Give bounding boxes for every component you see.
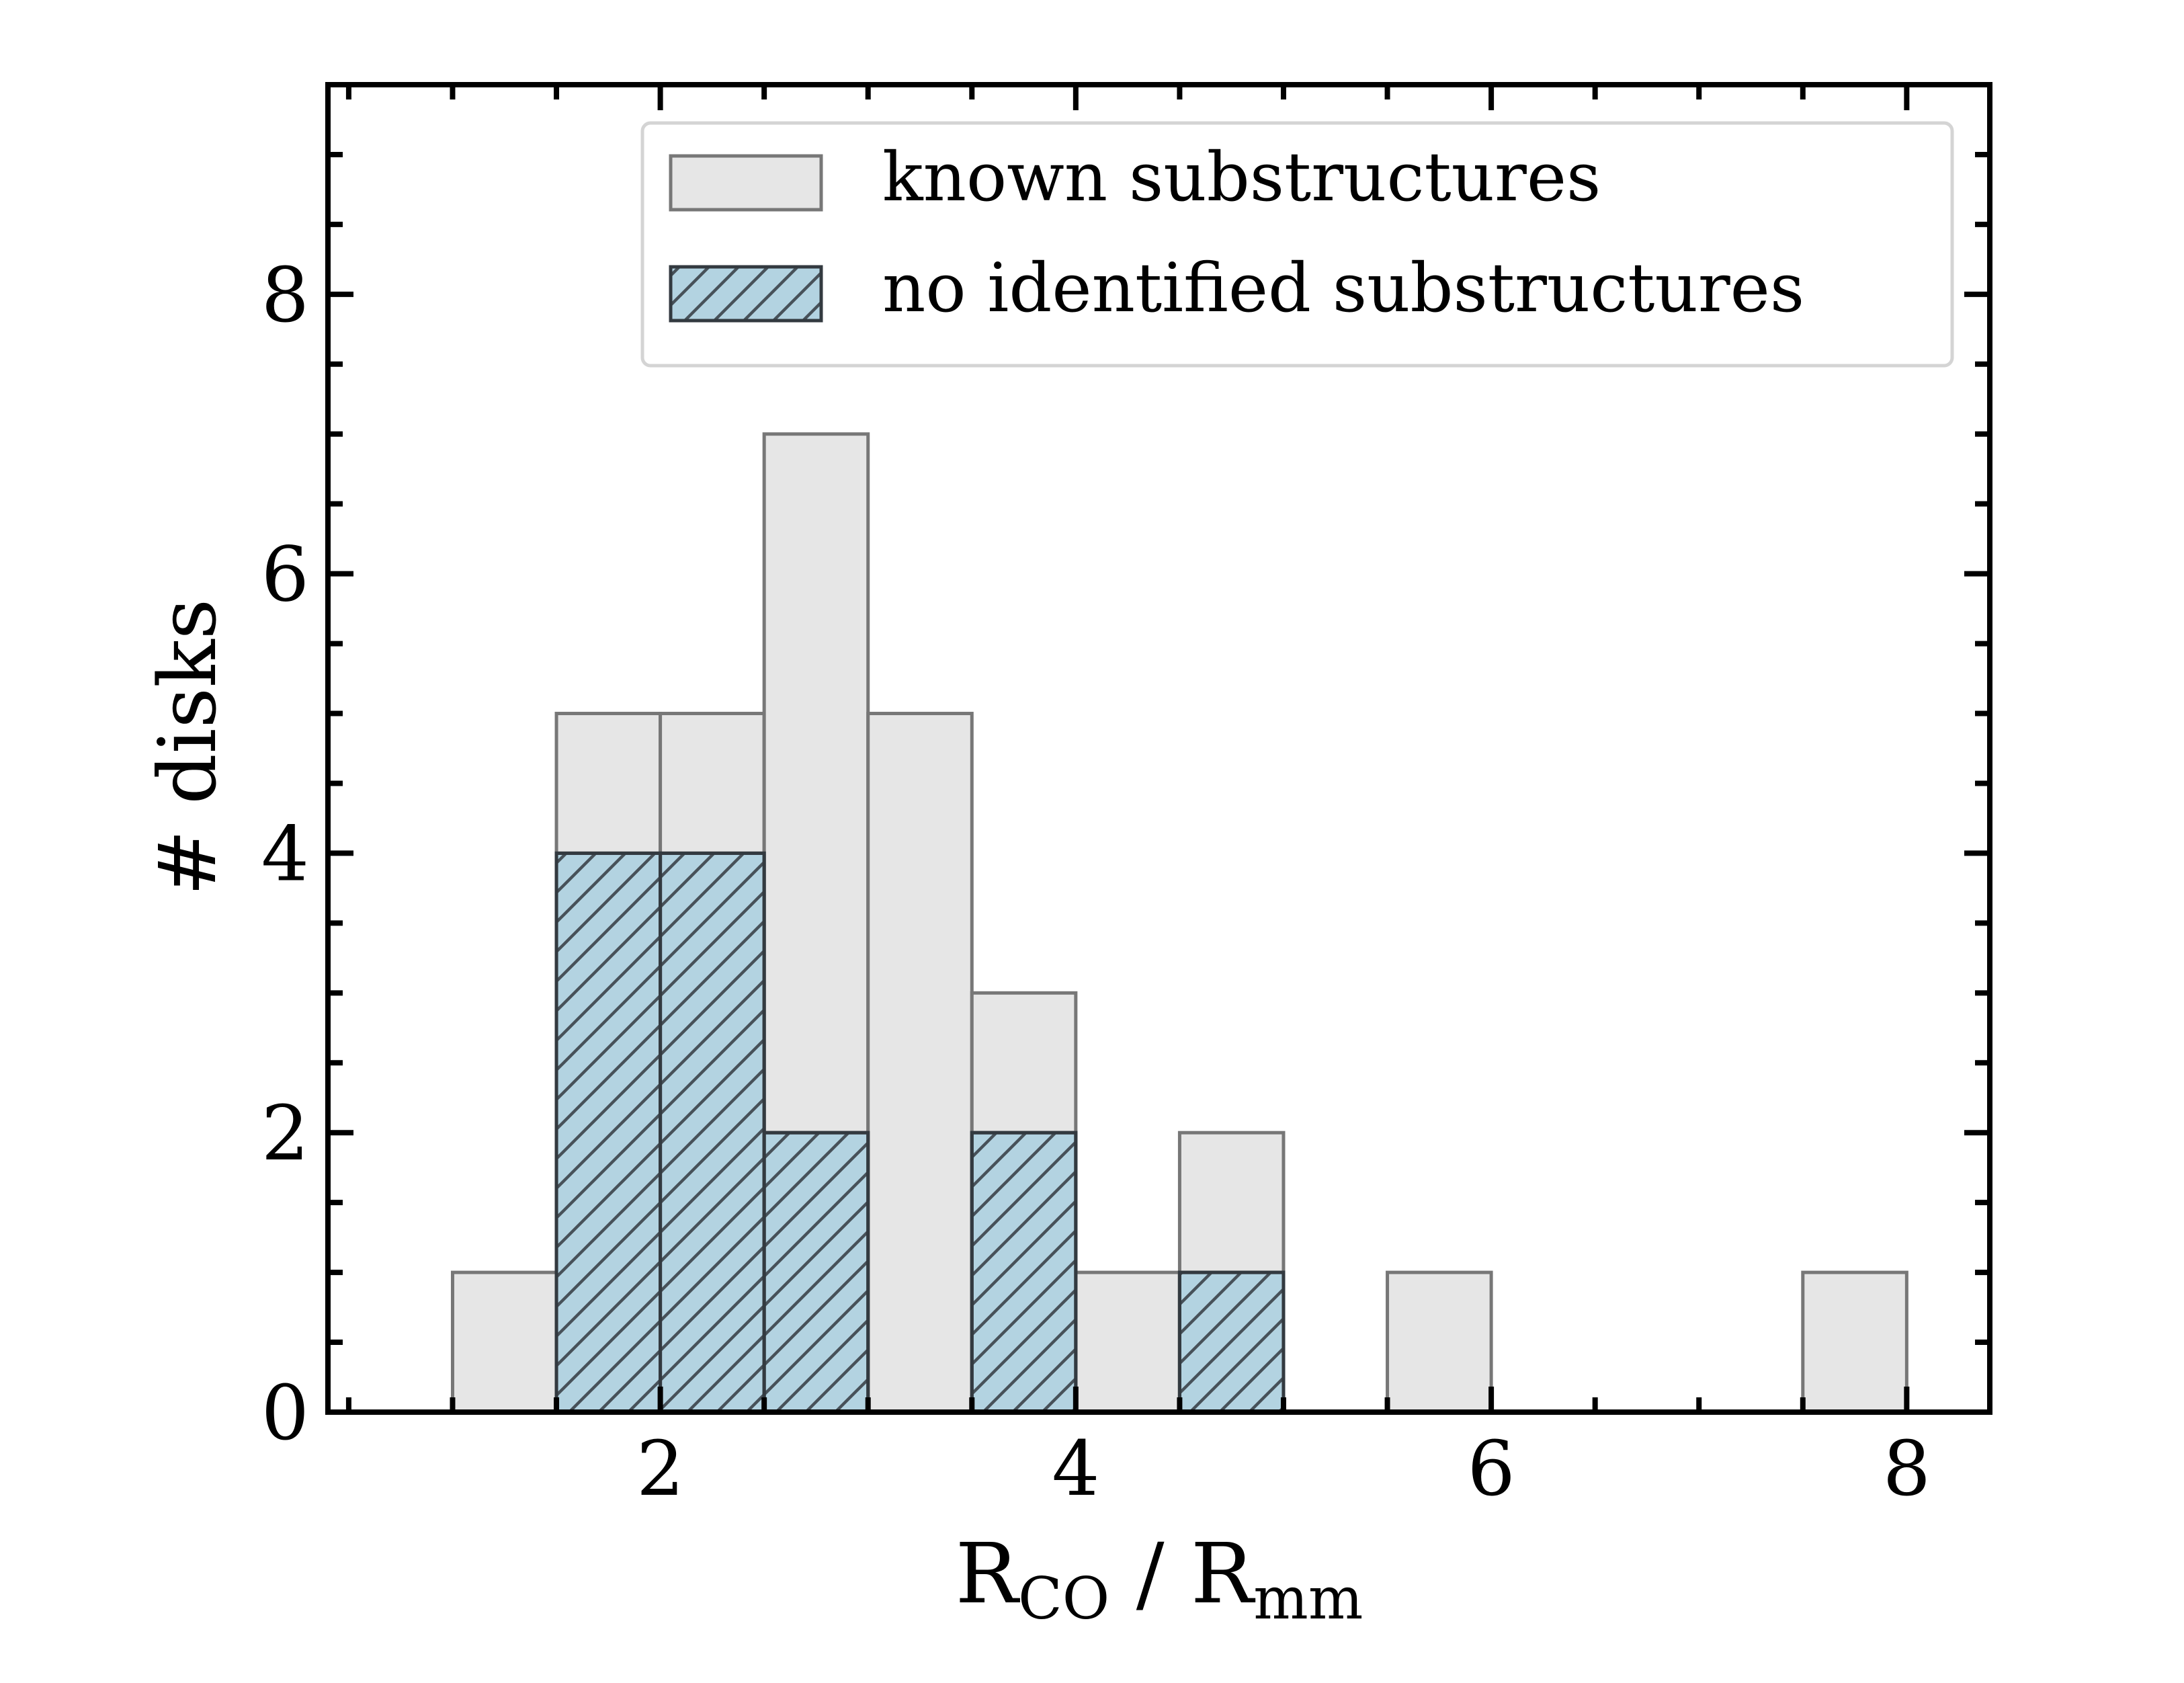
- legend-label-known: known substructures: [882, 138, 1601, 216]
- bar-0-8: [1386, 1270, 1493, 1414]
- bar-0-0: [450, 1270, 558, 1414]
- x-tick-label: 4: [1052, 1426, 1099, 1513]
- y-tick-label: 6: [261, 532, 309, 619]
- x-tick-label: 8: [1883, 1426, 1931, 1513]
- legend-box: [640, 121, 1954, 368]
- y-tick-label: 4: [261, 811, 309, 898]
- bar-0-6: [1074, 1270, 1181, 1414]
- legend: known substructures no identified substr…: [640, 121, 1954, 368]
- plot-frame: [325, 82, 1992, 1415]
- bar-0-4: [866, 712, 974, 1414]
- series-1: [554, 851, 1286, 1414]
- x-tick-label: 6: [1467, 1426, 1515, 1513]
- legend-swatch-known: [669, 154, 823, 212]
- bars-layer: [450, 432, 1908, 1414]
- x-axis-label: RCO / Rmm: [956, 1526, 1363, 1633]
- legend-label-no-identified: no identified substructures: [882, 249, 1804, 327]
- y-tick-label: 8: [261, 252, 309, 339]
- bar-hatch-1-3: [970, 1131, 1078, 1414]
- y-axis-label: # disks: [141, 599, 234, 896]
- legend-swatch-hatch: [669, 265, 823, 323]
- bar-hatch-1-4: [1177, 1270, 1286, 1414]
- bar-hatch-1-2: [762, 1131, 870, 1414]
- y-tick-label: 2: [261, 1090, 309, 1178]
- y-tick-label: 0: [261, 1370, 309, 1457]
- bar-hatch-1-1: [659, 851, 766, 1414]
- bar-hatch-1-0: [554, 851, 663, 1414]
- x-tick-label: 2: [636, 1426, 684, 1513]
- bar-0-9: [1801, 1270, 1908, 1414]
